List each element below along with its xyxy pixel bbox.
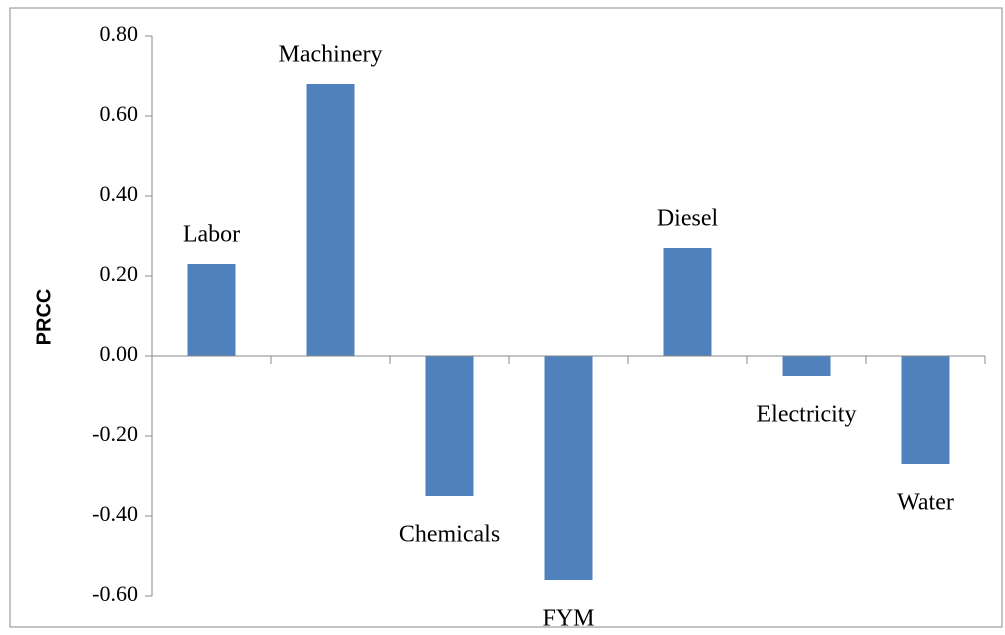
bar — [782, 356, 831, 376]
bar — [306, 84, 355, 356]
bar — [901, 356, 950, 464]
bar — [425, 356, 474, 496]
category-label: Water — [897, 490, 954, 516]
y-tick-label: 0.80 — [100, 21, 139, 46]
y-tick-label: 0.40 — [100, 181, 139, 206]
bar — [544, 356, 593, 580]
y-tick-label: -0.60 — [92, 581, 138, 606]
category-label: Labor — [183, 222, 240, 248]
category-label: Chemicals — [399, 522, 500, 548]
y-tick-label: 0.00 — [100, 341, 139, 366]
chart-frame — [9, 7, 1003, 628]
y-tick-label: -0.40 — [92, 501, 138, 526]
bar — [187, 264, 236, 356]
category-label: Diesel — [657, 206, 719, 232]
y-tick-label: -0.20 — [92, 421, 138, 446]
y-tick-label: 0.60 — [100, 101, 139, 126]
category-label: Electricity — [757, 402, 857, 428]
bar — [663, 248, 712, 356]
category-label: FYM — [542, 606, 594, 631]
category-label: Machinery — [279, 42, 383, 68]
y-tick-label: 0.20 — [100, 261, 139, 286]
y-axis-label: PRCC — [33, 289, 55, 346]
